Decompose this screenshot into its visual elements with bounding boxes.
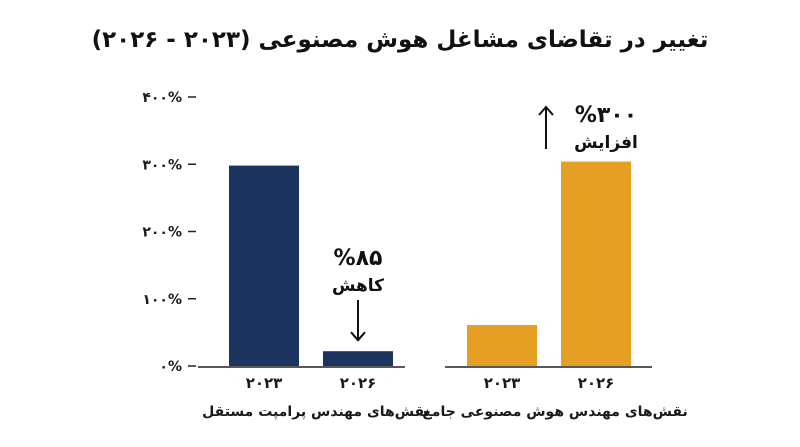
annotation-label: کاهش — [332, 276, 384, 296]
bar — [467, 324, 537, 366]
x-tick-label: ۲۰۲۳ — [246, 374, 283, 392]
bar — [229, 165, 299, 366]
group-label: نقش‌های مهندس هوش مصنوعی جامع — [422, 404, 688, 420]
bars — [229, 161, 631, 366]
annotation-label: افزایش — [574, 133, 638, 153]
y-axis: ۰% ۱۰۰% ۲۰۰% ۳۰۰% ۴۰۰% — [142, 90, 196, 375]
arrowhead-up-icon — [538, 105, 554, 116]
y-tick-label: ۰% — [159, 359, 182, 375]
y-tick-label: ۴۰۰% — [142, 90, 182, 106]
x-tick-label: ۲۰۲۳ — [484, 374, 521, 392]
x-tick-labels: ۲۰۲۳ ۲۰۲۶ ۲۰۲۳ ۲۰۲۶ — [246, 374, 615, 392]
x-tick-label: ۲۰۲۶ — [340, 374, 377, 392]
y-tick-label: ۲۰۰% — [142, 225, 182, 241]
bar — [561, 161, 631, 366]
group-label: نقش‌های مهندس پرامپت مستقل — [202, 404, 430, 420]
annotation-value: %۸۵ — [334, 246, 383, 271]
annotation-value: %۳۰۰ — [575, 103, 637, 128]
arrowhead-down-icon — [350, 331, 366, 342]
x-tick-label: ۲۰۲۶ — [578, 374, 615, 392]
annotations: %۸۵ کاهش %۳۰۰ افزایش — [332, 103, 638, 342]
y-tick-label: ۳۰۰% — [142, 157, 182, 173]
bar — [323, 351, 393, 366]
chart-title: تغییر در تقاضای مشاغل هوش مصنوعی (۲۰۲۳ -… — [92, 27, 709, 53]
y-tick-label: ۱۰۰% — [142, 292, 182, 308]
